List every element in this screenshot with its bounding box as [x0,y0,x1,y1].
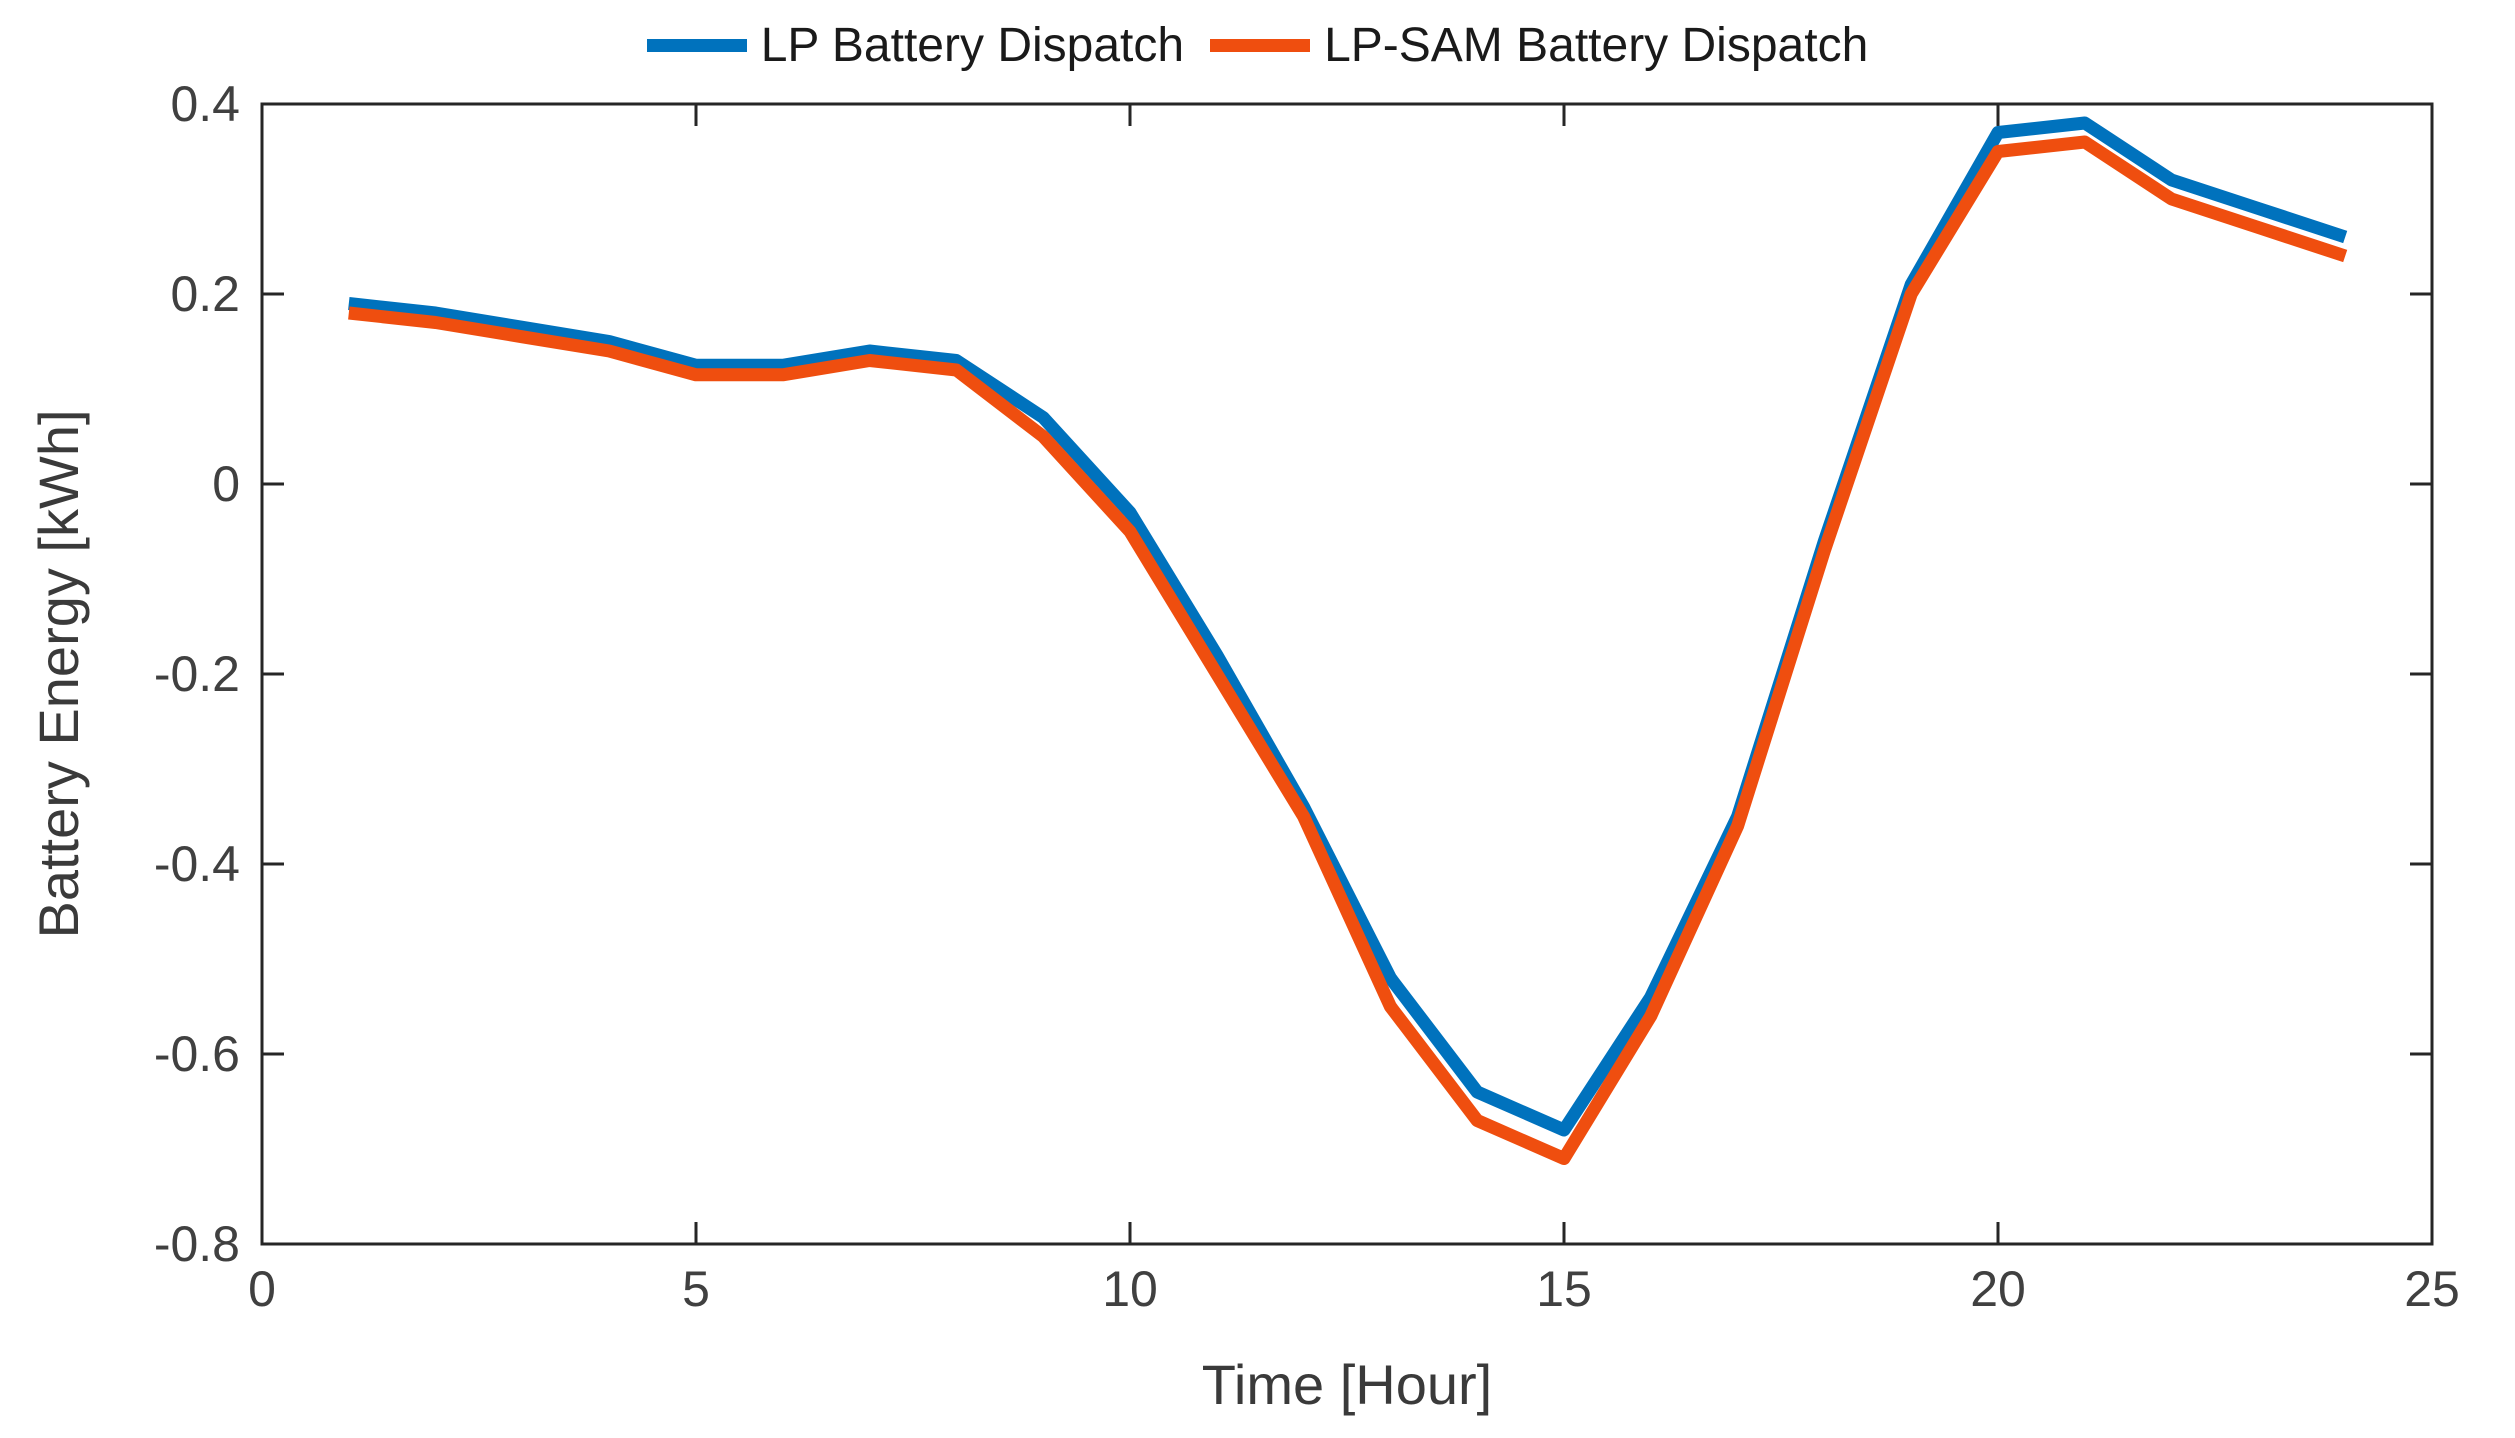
y-tick-label: 0.4 [170,76,240,132]
x-tick-label: 10 [1102,1261,1158,1317]
y-tick-label: -0.6 [154,1026,240,1082]
y-tick-label: 0 [212,456,240,512]
x-tick-label: 15 [1536,1261,1592,1317]
legend-label-lpsam: LP-SAM Battery Dispatch [1324,19,1869,72]
legend-line-swatch-lpsam [1210,39,1311,52]
axis-box [260,102,2434,1246]
legend-line-swatch-lp [646,39,747,52]
legend-item-lp: LP Battery Dispatch [646,18,1185,73]
series-line-0 [348,116,2348,1137]
x-tick-label: 25 [2404,1261,2460,1317]
x-axis-label: Time [Hour] [1202,1353,1492,1416]
legend: LP Battery Dispatch LP-SAM Battery Dispa… [0,18,2515,73]
x-tick-label: 20 [1970,1261,2026,1317]
y-axis-label: Battery Energy [kWh] [27,409,90,938]
legend-label-lp: LP Battery Dispatch [760,19,1185,72]
legend-item-lpsam: LP-SAM Battery Dispatch [1210,18,1868,73]
y-tick-label: -0.4 [154,836,240,892]
series-line-1 [348,135,2348,1165]
x-tick-label: 0 [248,1261,276,1317]
y-tick-label: -0.8 [154,1216,240,1272]
y-tick-label: -0.2 [154,646,240,702]
y-tick-label: 0.2 [170,266,240,322]
x-tick-label: 5 [682,1261,710,1317]
